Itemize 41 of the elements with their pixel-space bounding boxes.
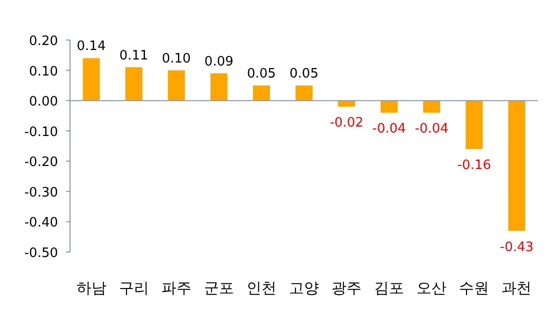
x-tick-label: 구리 bbox=[118, 279, 149, 297]
data-label: -0.16 bbox=[457, 158, 491, 174]
bar bbox=[296, 85, 312, 101]
bar bbox=[210, 73, 228, 101]
bar bbox=[508, 100, 526, 231]
y-tick-label: -0.50 bbox=[24, 246, 58, 261]
bar bbox=[338, 100, 356, 107]
data-label: 0.05 bbox=[246, 66, 276, 82]
y-tick-label: 0.00 bbox=[29, 94, 58, 110]
y-tick-label: 0.20 bbox=[29, 34, 58, 49]
bar bbox=[466, 100, 483, 150]
y-tick-label: -0.30 bbox=[24, 185, 58, 200]
x-tick-label: 수원 bbox=[459, 279, 490, 297]
data-label: 0.11 bbox=[119, 48, 148, 64]
bar bbox=[380, 100, 398, 113]
data-label: 0.10 bbox=[162, 51, 191, 66]
data-label: -0.04 bbox=[414, 122, 448, 137]
bar bbox=[82, 58, 100, 101]
data-label: 0.09 bbox=[204, 54, 234, 70]
data-label: -0.02 bbox=[330, 116, 364, 131]
y-tick-label: -0.20 bbox=[24, 155, 58, 170]
y-tick-label: 0.10 bbox=[29, 64, 58, 80]
bar bbox=[423, 100, 440, 113]
x-tick-label: 파주 bbox=[161, 279, 192, 297]
data-label: -0.43 bbox=[500, 240, 534, 255]
x-tick-label: 광주 bbox=[332, 279, 362, 297]
bar bbox=[252, 85, 270, 101]
x-tick-label: 고양 bbox=[289, 279, 319, 297]
y-tick-label: -0.40 bbox=[24, 216, 58, 231]
y-tick-label: -0.10 bbox=[24, 124, 58, 140]
bar bbox=[125, 67, 142, 101]
x-tick-label: 과천 bbox=[502, 279, 532, 297]
data-label: -0.04 bbox=[372, 122, 406, 137]
x-tick-label: 김포 bbox=[374, 279, 404, 297]
bar bbox=[168, 70, 185, 101]
data-label: 0.14 bbox=[76, 39, 106, 54]
x-tick-label: 군포 bbox=[204, 279, 234, 297]
x-tick-label: 인천 bbox=[246, 279, 276, 297]
x-tick-label: 하남 bbox=[76, 279, 106, 297]
data-label: 0.05 bbox=[290, 66, 318, 82]
x-tick-label: 오산 bbox=[416, 279, 447, 297]
